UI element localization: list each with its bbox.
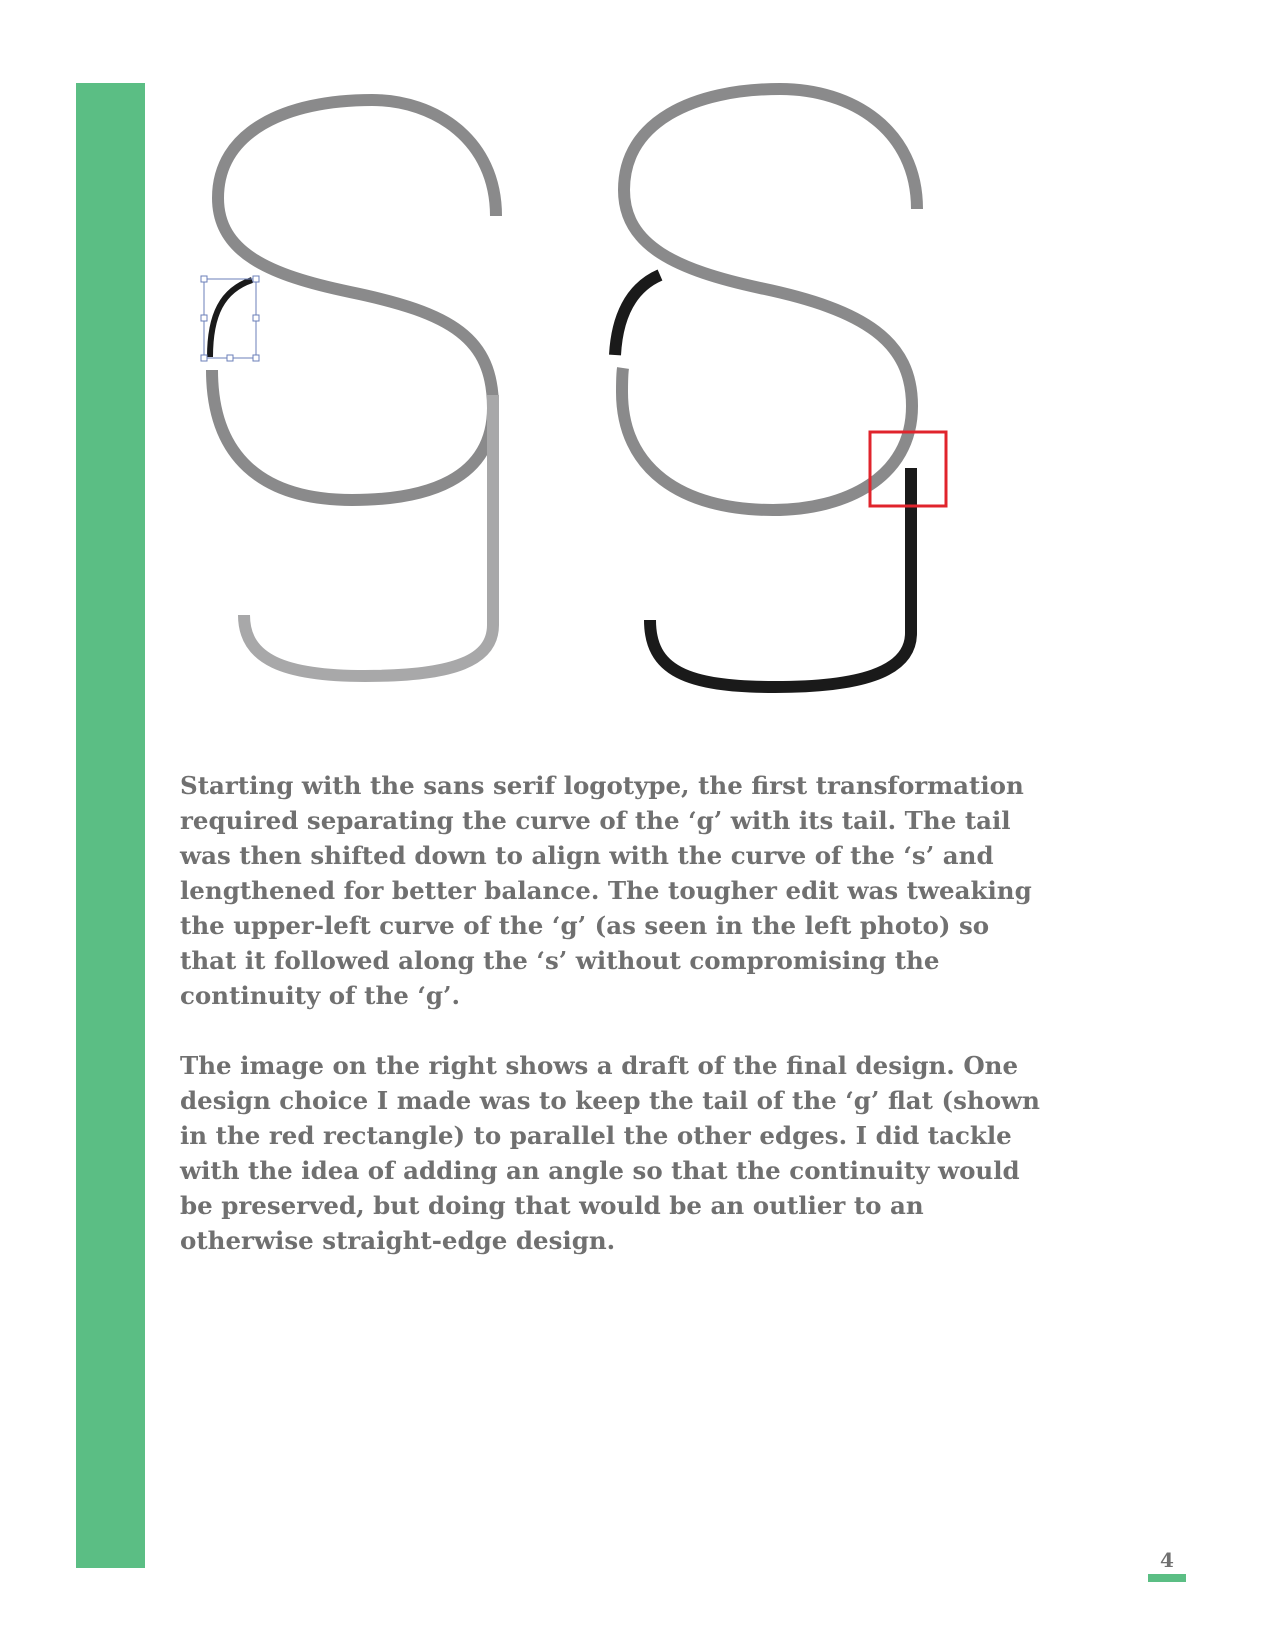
right-g-tail [644, 468, 917, 694]
paragraph-2: The image on the right shows a draft of … [180, 1051, 1040, 1255]
right-g-upper-curve [609, 269, 663, 356]
paragraph-1: Starting with the sans serif logotype, t… [180, 771, 1032, 1010]
body-text: Starting with the sans serif logotype, t… [180, 768, 1040, 1293]
logotype-illustration [200, 82, 948, 694]
page-number-underline [1148, 1574, 1186, 1582]
logotype-left-draft [200, 93, 502, 683]
page-number: 4 [1160, 1548, 1174, 1572]
left-g-upper-curve [207, 277, 254, 358]
red-highlight-rectangle [868, 430, 948, 508]
left-s-stroke [206, 93, 502, 507]
left-g-tail [238, 395, 499, 683]
accent-sidebar-bar [76, 83, 145, 1568]
selection-handles [200, 275, 260, 362]
right-s-stroke [615, 82, 923, 517]
logotype-right-final [609, 82, 948, 694]
